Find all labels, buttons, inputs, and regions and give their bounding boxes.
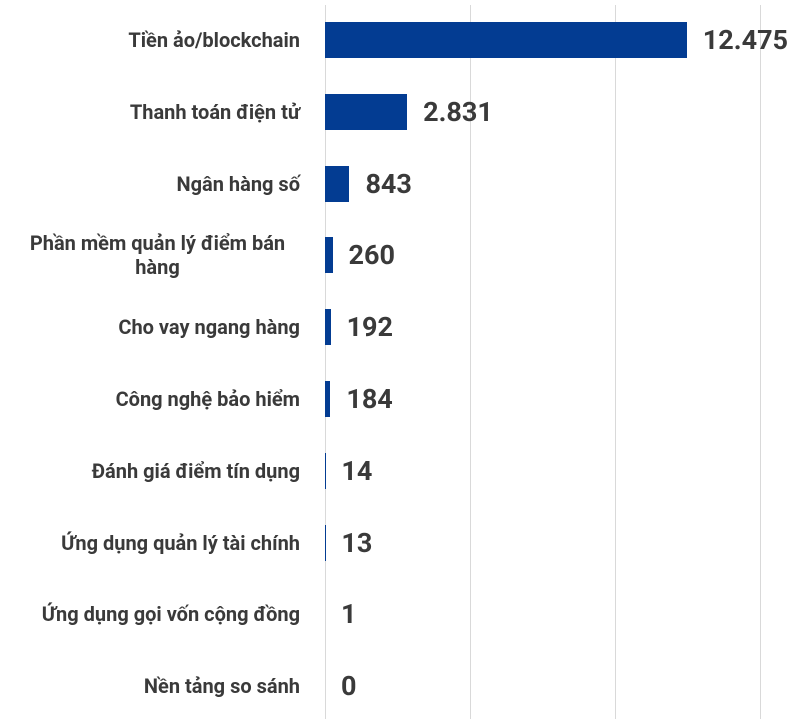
grid-line [615, 5, 616, 719]
value-label: 0 [341, 668, 357, 704]
category-label: Thanh toán điện tử [130, 100, 300, 124]
category-label: Ngân hàng số [177, 172, 301, 196]
bar [325, 22, 687, 58]
bar [325, 381, 330, 417]
category-label: Công nghệ bảo hiểm [116, 387, 300, 411]
value-label: 843 [365, 166, 411, 202]
value-label: 13 [341, 525, 372, 561]
value-label: 260 [349, 237, 395, 273]
bar [325, 237, 333, 273]
category-label: Tiền ảo/blockchain [128, 28, 300, 52]
value-label: 12.475 [703, 22, 788, 58]
value-label: 192 [347, 309, 393, 345]
category-label: Phần mềm quản lý điểm bán hàng [15, 231, 300, 279]
category-label-box: Ngân hàng số [0, 148, 300, 220]
bar [325, 309, 331, 345]
bar [325, 166, 349, 202]
category-label-box: Thanh toán điện tử [0, 76, 300, 148]
category-label-box: Đánh giá điểm tín dụng [0, 435, 300, 507]
category-label-box: Nền tảng so sánh [0, 650, 300, 722]
grid-line [760, 5, 761, 719]
category-label-box: Ứng dụng quản lý tài chính [0, 507, 300, 579]
category-label: Cho vay ngang hàng [118, 315, 300, 339]
category-label: Đánh giá điểm tín dụng [92, 459, 300, 483]
category-label-box: Cho vay ngang hàng [0, 291, 300, 363]
value-label: 2.831 [423, 94, 493, 130]
category-label: Ứng dụng gọi vốn cộng đồng [42, 602, 300, 626]
value-label: 14 [341, 453, 372, 489]
bar [325, 94, 407, 130]
value-label: 1 [341, 596, 357, 632]
value-label: 184 [346, 381, 392, 417]
category-label-box: Tiền ảo/blockchain [0, 4, 300, 76]
category-label: Nền tảng so sánh [144, 674, 300, 698]
category-label-box: Công nghệ bảo hiểm [0, 363, 300, 435]
category-label-box: Ứng dụng gọi vốn cộng đồng [0, 578, 300, 650]
category-label-box: Phần mềm quản lý điểm bán hàng [0, 219, 300, 291]
category-label: Ứng dụng quản lý tài chính [61, 531, 300, 555]
